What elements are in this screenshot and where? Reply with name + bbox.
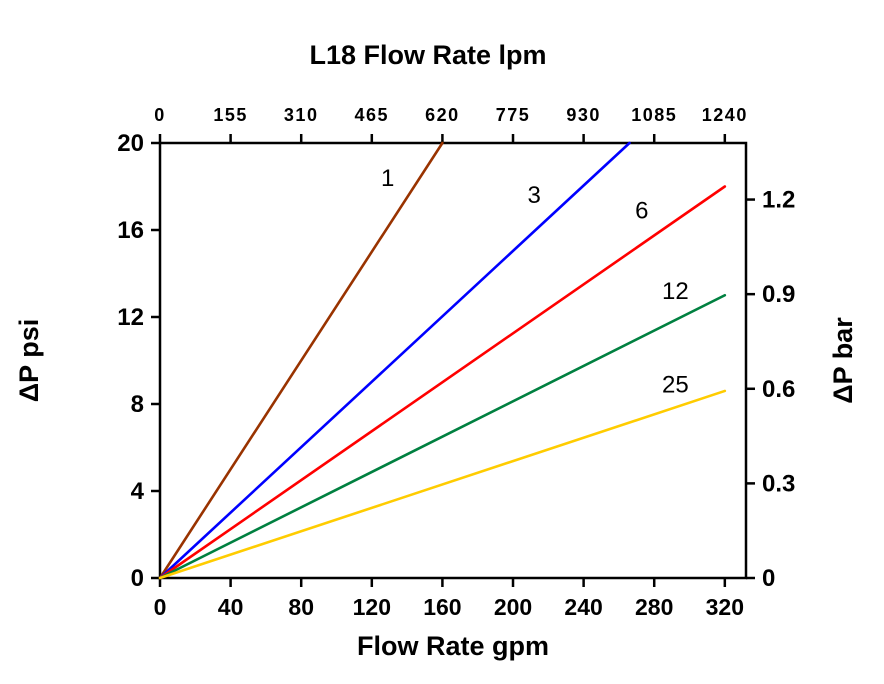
x-tick-label: 240 bbox=[564, 594, 602, 620]
x-tick-label: 320 bbox=[706, 594, 744, 620]
top-tick-label: 775 bbox=[496, 105, 531, 125]
plot-frame bbox=[158, 141, 748, 580]
right-tick-label: 0.3 bbox=[762, 470, 795, 497]
series-label-12: 12 bbox=[662, 278, 689, 305]
series-label-3: 3 bbox=[528, 182, 541, 209]
y-tick-label: 16 bbox=[117, 217, 144, 244]
top-tick-label: 1240 bbox=[702, 105, 748, 125]
x-tick-label: 40 bbox=[218, 594, 244, 620]
top-tick-label: 930 bbox=[566, 105, 601, 125]
y-axis-title: ΔP psi bbox=[14, 319, 44, 402]
right-tick-label: 1.2 bbox=[762, 187, 795, 214]
top-tick-label: 0 bbox=[154, 105, 166, 125]
x-tick-label: 160 bbox=[423, 594, 461, 620]
y-tick-label: 8 bbox=[131, 391, 144, 418]
top-tick-label: 310 bbox=[284, 105, 319, 125]
y-tick-label: 12 bbox=[117, 304, 144, 331]
y-tick-label: 20 bbox=[117, 130, 144, 157]
x-tick-label: 0 bbox=[154, 594, 167, 620]
x-tick-label: 200 bbox=[494, 594, 532, 620]
right-tick-label: 0 bbox=[762, 565, 775, 592]
y-tick-label: 4 bbox=[131, 478, 145, 505]
x-tick-label: 80 bbox=[288, 594, 314, 620]
series-label-6: 6 bbox=[635, 197, 648, 224]
chart-title: L18 Flow Rate lpm bbox=[309, 40, 546, 70]
x-tick-label: 280 bbox=[635, 594, 673, 620]
x-axis-title: Flow Rate gpm bbox=[357, 631, 549, 661]
top-tick-label: 620 bbox=[425, 105, 460, 125]
right-tick-label: 0.6 bbox=[762, 376, 795, 403]
y-tick-label: 0 bbox=[131, 565, 144, 592]
series-line-1 bbox=[158, 141, 444, 580]
series-line-25 bbox=[158, 389, 727, 580]
series-line-6 bbox=[158, 185, 727, 580]
top-tick-label: 155 bbox=[213, 105, 248, 125]
series-label-25: 25 bbox=[662, 371, 689, 398]
right-axis-title: ΔP bar bbox=[828, 317, 858, 404]
top-tick-label: 1085 bbox=[631, 105, 677, 125]
top-tick-label: 465 bbox=[355, 105, 390, 125]
x-tick-label: 120 bbox=[353, 594, 391, 620]
series-line-3 bbox=[158, 141, 631, 580]
series-label-1: 1 bbox=[381, 165, 394, 192]
right-tick-label: 0.9 bbox=[762, 281, 795, 308]
series-line-12 bbox=[158, 293, 727, 580]
